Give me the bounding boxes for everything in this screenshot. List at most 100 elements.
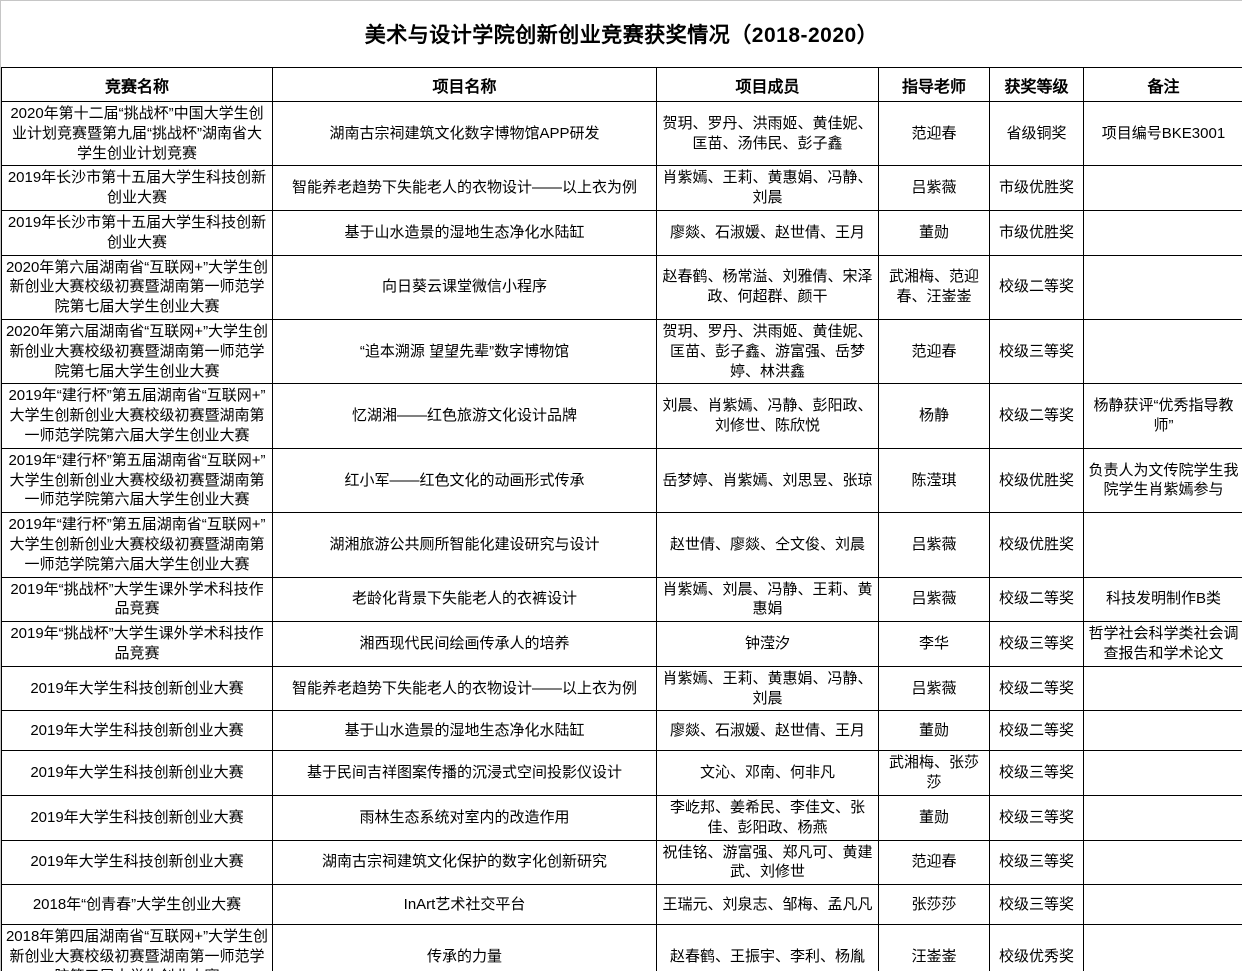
table-header: 竞赛名称 项目名称 项目成员 指导老师 获奖等级 备注	[1, 67, 1242, 102]
cell-award: 校级三等奖	[989, 794, 1084, 841]
cell-competition: 2019年“挑战杯”大学生课外学术科技作品竞赛	[1, 621, 273, 667]
column-header-award: 获奖等级	[989, 67, 1084, 102]
cell-award: 校级三等奖	[989, 884, 1084, 926]
cell-remarks: 哲学社会科学类社会调查报告和学术论文	[1083, 621, 1242, 667]
cell-award: 校级优胜奖	[989, 447, 1084, 514]
header-row: 竞赛名称 项目名称 项目成员 指导老师 获奖等级 备注	[1, 67, 1242, 102]
cell-remarks	[1083, 165, 1242, 211]
cell-advisor: 吕紫薇	[878, 665, 990, 712]
cell-members: 刘晨、肖紫嫣、冯静、彭阳政、刘修世、陈欣悦	[656, 383, 879, 449]
cell-competition: 2019年“建行杯”第五届湖南省“互联网+”大学生创新创业大赛校级初赛暨湖南第一…	[1, 447, 273, 514]
cell-award: 校级优胜奖	[989, 512, 1084, 578]
cell-competition: 2019年大学生科技创新创业大赛	[1, 665, 273, 712]
table-row: 2019年大学生科技创新创业大赛 基于民间吉祥图案传播的沉浸式空间投影仪设计 文沁、…	[1, 750, 1242, 796]
cell-award: 省级铜奖	[989, 100, 1084, 167]
cell-award: 校级三等奖	[989, 318, 1084, 385]
cell-competition: 2020年第六届湖南省“互联网+”大学生创新创业大赛校级初赛暨湖南第一师范学院第…	[1, 254, 273, 320]
cell-competition: 2019年大学生科技创新创业大赛	[1, 794, 273, 841]
cell-award: 校级二等奖	[989, 665, 1084, 712]
cell-award: 校级三等奖	[989, 839, 1084, 886]
cell-members: 肖紫嫣、王莉、黄惠娟、冯静、刘晨	[656, 665, 879, 712]
cell-members: 祝佳铭、游富强、郑凡可、黄建武、刘修世	[656, 839, 879, 886]
cell-remarks	[1083, 750, 1242, 796]
cell-remarks	[1083, 710, 1242, 752]
cell-remarks: 项目编号BKE3001	[1083, 100, 1242, 167]
cell-award: 市级优胜奖	[989, 165, 1084, 211]
cell-project: 基于民间吉祥图案传播的沉浸式空间投影仪设计	[272, 750, 657, 796]
cell-advisor: 张莎莎	[878, 884, 990, 926]
cell-project: 基于山水造景的湿地生态净化水陆缸	[272, 710, 657, 752]
cell-competition: 2019年大学生科技创新创业大赛	[1, 710, 273, 752]
cell-members: 肖紫嫣、刘晨、冯静、王莉、黄惠娟	[656, 576, 879, 623]
cell-members: 岳梦婷、肖紫嫣、刘思昱、张琼	[656, 447, 879, 514]
cell-project: 湘西现代民间绘画传承人的培养	[272, 621, 657, 667]
table-row: 2019年长沙市第十五届大学生科技创新创业大赛 智能养老趋势下失能老人的衣物设计—…	[1, 165, 1242, 211]
cell-remarks	[1083, 839, 1242, 886]
cell-members: 赵世倩、廖燚、仝文俊、刘晨	[656, 512, 879, 578]
cell-advisor: 董勋	[878, 794, 990, 841]
cell-award: 校级二等奖	[989, 710, 1084, 752]
column-header-project: 项目名称	[272, 67, 657, 102]
table-row: 2019年“挑战杯”大学生课外学术科技作品竞赛 老龄化背景下失能老人的衣裤设计 肖紫…	[1, 576, 1242, 623]
cell-advisor: 范迎春	[878, 100, 990, 167]
cell-advisor: 杨静	[878, 383, 990, 449]
table-row: 2019年“建行杯”第五届湖南省“互联网+”大学生创新创业大赛校级初赛暨湖南第一…	[1, 512, 1242, 578]
column-header-members: 项目成员	[656, 67, 879, 102]
cell-project: 红小军——红色文化的动画形式传承	[272, 447, 657, 514]
table-row: 2019年大学生科技创新创业大赛 雨林生态系统对室内的改造作用 李屹邦、姜希民、李佳…	[1, 794, 1242, 841]
table-row: 2019年“建行杯”第五届湖南省“互联网+”大学生创新创业大赛校级初赛暨湖南第一…	[1, 383, 1242, 449]
table-row: 2019年“挑战杯”大学生课外学术科技作品竞赛 湘西现代民间绘画传承人的培养 钟滢汐…	[1, 621, 1242, 667]
cell-advisor: 范迎春	[878, 318, 990, 385]
cell-members: 赵春鹤、王振宇、李利、杨胤	[656, 924, 879, 971]
cell-remarks	[1083, 884, 1242, 926]
cell-advisor: 陈滢琪	[878, 447, 990, 514]
cell-competition: 2019年“建行杯”第五届湖南省“互联网+”大学生创新创业大赛校级初赛暨湖南第一…	[1, 512, 273, 578]
cell-advisor: 武湘梅、张莎莎	[878, 750, 990, 796]
cell-advisor: 董勋	[878, 710, 990, 752]
cell-members: 王瑞元、刘泉志、邹梅、孟凡凡	[656, 884, 879, 926]
cell-project: 湖南古宗祠建筑文化保护的数字化创新研究	[272, 839, 657, 886]
cell-remarks	[1083, 924, 1242, 971]
column-header-advisor: 指导老师	[878, 67, 990, 102]
cell-competition: 2019年“挑战杯”大学生课外学术科技作品竞赛	[1, 576, 273, 623]
cell-award: 校级二等奖	[989, 383, 1084, 449]
cell-project: 基于山水造景的湿地生态净化水陆缸	[272, 209, 657, 256]
table-row: 2020年第六届湖南省“互联网+”大学生创新创业大赛校级初赛暨湖南第一师范学院第…	[1, 254, 1242, 320]
cell-remarks	[1083, 318, 1242, 385]
table-row: 2019年长沙市第十五届大学生科技创新创业大赛 基于山水造景的湿地生态净化水陆缸廖…	[1, 209, 1242, 256]
cell-project: 传承的力量	[272, 924, 657, 971]
table-row: 2019年大学生科技创新创业大赛 基于山水造景的湿地生态净化水陆缸 廖燚、石淑媛、赵…	[1, 710, 1242, 752]
table-row: 2020年第六届湖南省“互联网+”大学生创新创业大赛校级初赛暨湖南第一师范学院第…	[1, 318, 1242, 385]
cell-project: 向日葵云课堂微信小程序	[272, 254, 657, 320]
cell-competition: 2019年长沙市第十五届大学生科技创新创业大赛	[1, 209, 273, 256]
cell-members: 文沁、邓南、何非凡	[656, 750, 879, 796]
table-row: 2020年第十二届“挑战杯”中国大学生创业计划竞赛暨第九届“挑战杯”湖南省大学生…	[1, 100, 1242, 167]
table-body: 2020年第十二届“挑战杯”中国大学生创业计划竞赛暨第九届“挑战杯”湖南省大学生…	[1, 100, 1242, 971]
cell-award: 校级三等奖	[989, 750, 1084, 796]
cell-project: 智能养老趋势下失能老人的衣物设计——以上衣为例	[272, 665, 657, 712]
cell-remarks	[1083, 254, 1242, 320]
cell-competition: 2019年大学生科技创新创业大赛	[1, 750, 273, 796]
cell-competition: 2018年第四届湖南省“互联网+”大学生创新创业大赛校级初赛暨湖南第一师范学院第…	[1, 924, 273, 971]
cell-advisor: 范迎春	[878, 839, 990, 886]
cell-project: 老龄化背景下失能老人的衣裤设计	[272, 576, 657, 623]
cell-members: 廖燚、石淑媛、赵世倩、王月	[656, 710, 879, 752]
cell-competition: 2018年“创青春”大学生创业大赛	[1, 884, 273, 926]
cell-remarks	[1083, 665, 1242, 712]
cell-advisor: 武湘梅、范迎春、汪崟崟	[878, 254, 990, 320]
cell-advisor: 吕紫薇	[878, 165, 990, 211]
page-title: 美术与设计学院创新创业竞赛获奖情况（2018-2020）	[364, 24, 879, 47]
cell-competition: 2019年大学生科技创新创业大赛	[1, 839, 273, 886]
cell-award: 校级三等奖	[989, 621, 1084, 667]
cell-members: 贺玥、罗丹、洪雨姬、黄佳妮、匡苗、汤伟民、彭子鑫	[656, 100, 879, 167]
cell-members: 廖燚、石淑媛、赵世倩、王月	[656, 209, 879, 256]
title-bar: 美术与设计学院创新创业竞赛获奖情况（2018-2020）	[1, 1, 1242, 67]
table-row: 2018年第四届湖南省“互联网+”大学生创新创业大赛校级初赛暨湖南第一师范学院第…	[1, 924, 1242, 971]
cell-project: 智能养老趋势下失能老人的衣物设计——以上衣为例	[272, 165, 657, 211]
cell-advisor: 李华	[878, 621, 990, 667]
cell-remarks	[1083, 794, 1242, 841]
cell-members: 肖紫嫣、王莉、黄惠娟、冯静、刘晨	[656, 165, 879, 211]
cell-award: 校级优秀奖	[989, 924, 1084, 971]
cell-competition: 2019年“建行杯”第五届湖南省“互联网+”大学生创新创业大赛校级初赛暨湖南第一…	[1, 383, 273, 449]
